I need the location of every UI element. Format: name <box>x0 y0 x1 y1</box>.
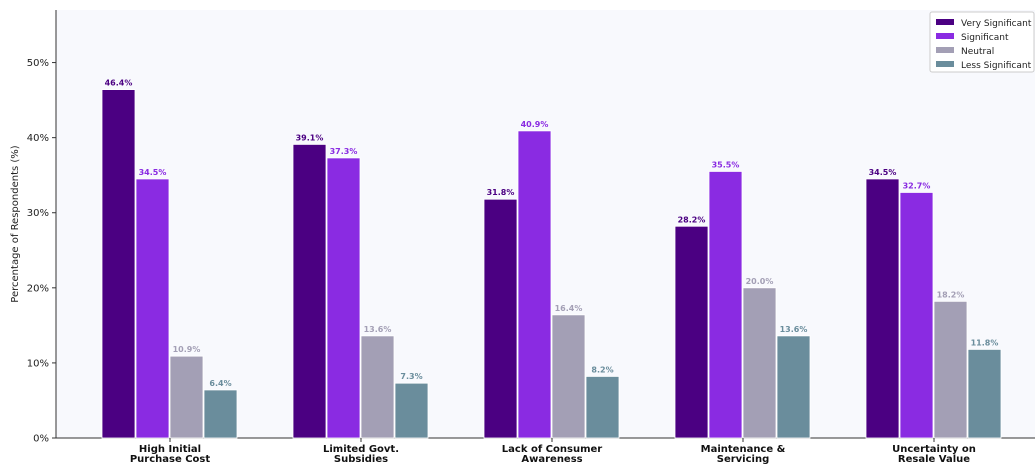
x-tick-label: Limited Govt. <box>323 444 399 455</box>
bar <box>899 192 934 439</box>
bar <box>101 89 136 439</box>
bar <box>933 300 968 439</box>
bar-value-label: 16.4% <box>555 304 583 313</box>
bar-value-label: 8.2% <box>591 365 613 374</box>
x-tick-label: Purchase Cost <box>130 454 211 465</box>
bar <box>483 198 518 439</box>
y-tick-label: 40% <box>27 133 49 144</box>
bar <box>674 225 709 439</box>
bar <box>394 382 429 439</box>
bar <box>326 157 361 439</box>
bar-value-label: 10.9% <box>173 345 201 354</box>
x-tick-label: High Initial <box>139 444 201 455</box>
bar <box>360 335 395 439</box>
y-tick-label: 30% <box>27 208 49 219</box>
bar <box>742 287 777 439</box>
bar <box>135 178 170 439</box>
legend-swatch <box>936 33 954 39</box>
legend-label: Very Significant <box>961 19 1032 29</box>
y-tick-label: 20% <box>27 283 49 294</box>
bar-value-label: 32.7% <box>903 181 931 190</box>
x-tick-label: Lack of Consumer <box>502 444 602 455</box>
bar-value-label: 34.5% <box>869 168 897 177</box>
legend-label: Neutral <box>961 47 994 57</box>
bar-value-label: 34.5% <box>139 168 167 177</box>
bar <box>967 348 1002 439</box>
legend-label: Less Significant <box>961 61 1032 71</box>
bar <box>203 389 238 439</box>
bar <box>865 178 900 439</box>
bar-value-label: 46.4% <box>105 79 133 88</box>
legend-label: Significant <box>961 33 1009 43</box>
bar-value-label: 20.0% <box>746 277 774 286</box>
bar-value-label: 13.6% <box>780 325 808 334</box>
bar-value-label: 35.5% <box>712 160 740 169</box>
legend-swatch <box>936 19 954 25</box>
bar-value-label: 13.6% <box>364 325 392 334</box>
bar-value-label: 31.8% <box>487 188 515 197</box>
x-tick-label: Resale Value <box>898 454 970 465</box>
y-tick-label: 50% <box>27 58 49 69</box>
bar <box>585 376 620 439</box>
y-axis-label: Percentage of Respondents (%) <box>10 145 21 302</box>
bar-value-label: 18.2% <box>937 290 965 299</box>
bar <box>169 355 204 439</box>
bar <box>551 314 586 439</box>
bar <box>517 130 552 439</box>
bar-value-label: 39.1% <box>296 133 324 142</box>
bar-value-label: 28.2% <box>678 215 706 224</box>
x-tick-label: Servicing <box>717 454 770 465</box>
bar <box>708 171 743 439</box>
x-tick-label: Awareness <box>521 454 582 465</box>
legend-swatch <box>936 47 954 53</box>
bar <box>776 335 811 439</box>
legend-swatch <box>936 61 954 67</box>
bar-value-label: 37.3% <box>330 147 358 156</box>
bar-value-label: 40.9% <box>521 120 549 129</box>
bar-value-label: 7.3% <box>400 372 422 381</box>
legend-box <box>929 11 1035 73</box>
x-tick-label: Maintenance & <box>701 444 786 455</box>
x-tick-label: Subsidies <box>334 454 388 465</box>
y-tick-label: 0% <box>33 434 49 445</box>
x-tick-label: Uncertainty on <box>892 444 976 455</box>
bar-value-label: 11.8% <box>971 338 999 347</box>
y-tick-label: 10% <box>27 358 49 369</box>
bar-value-label: 6.4% <box>209 379 231 388</box>
bar <box>292 144 327 439</box>
